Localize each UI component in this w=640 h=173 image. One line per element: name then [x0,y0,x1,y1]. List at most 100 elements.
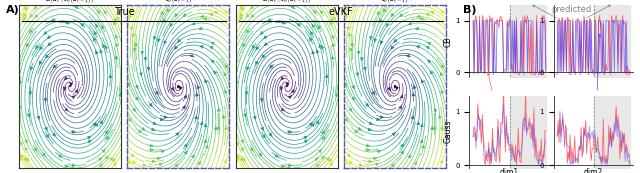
FancyArrowPatch shape [401,151,403,154]
FancyArrowPatch shape [184,144,187,147]
FancyArrowPatch shape [30,14,33,17]
FancyArrowPatch shape [322,136,325,139]
FancyArrowPatch shape [352,97,355,100]
FancyArrowPatch shape [392,164,395,167]
FancyArrowPatch shape [159,163,163,166]
FancyArrowPatch shape [153,122,156,125]
FancyArrowPatch shape [218,108,220,111]
FancyArrowPatch shape [240,13,243,17]
FancyArrowPatch shape [332,35,335,38]
FancyArrowPatch shape [288,96,291,99]
FancyArrowPatch shape [391,46,394,49]
FancyArrowPatch shape [36,45,38,49]
FancyArrowPatch shape [152,160,156,163]
FancyArrowPatch shape [399,14,403,17]
FancyArrowPatch shape [102,149,105,152]
FancyArrowPatch shape [312,51,314,54]
FancyArrowPatch shape [200,122,203,125]
FancyArrowPatch shape [413,86,416,89]
FancyArrowPatch shape [150,149,153,151]
FancyArrowPatch shape [246,30,249,33]
FancyArrowPatch shape [236,155,239,158]
FancyArrowPatch shape [39,61,42,64]
FancyArrowPatch shape [260,31,264,34]
FancyArrowPatch shape [349,108,352,111]
FancyArrowPatch shape [72,96,75,99]
FancyArrowPatch shape [348,34,351,37]
FancyArrowPatch shape [378,12,380,15]
FancyArrowPatch shape [344,161,348,163]
FancyArrowPatch shape [426,13,429,16]
FancyArrowPatch shape [414,162,417,165]
FancyArrowPatch shape [329,159,332,162]
FancyArrowPatch shape [76,89,78,93]
FancyArrowPatch shape [30,67,33,70]
FancyArrowPatch shape [191,155,194,158]
FancyArrowPatch shape [19,142,22,145]
FancyArrowPatch shape [195,116,198,119]
FancyArrowPatch shape [253,116,256,119]
FancyArrowPatch shape [170,24,173,27]
FancyArrowPatch shape [235,81,238,84]
FancyArrowPatch shape [224,73,227,76]
FancyArrowPatch shape [365,103,369,106]
FancyArrowPatch shape [59,154,62,157]
FancyArrowPatch shape [269,133,272,136]
FancyArrowPatch shape [46,135,49,138]
FancyArrowPatch shape [200,45,203,48]
FancyArrowPatch shape [182,106,185,109]
FancyArrowPatch shape [241,148,243,151]
FancyArrowPatch shape [309,123,312,126]
Text: True: True [114,7,134,17]
FancyArrowPatch shape [241,140,244,143]
FancyArrowPatch shape [204,17,207,20]
FancyArrowPatch shape [113,163,116,166]
FancyArrowPatch shape [65,108,68,111]
FancyArrowPatch shape [311,123,314,126]
FancyArrowPatch shape [264,36,267,39]
FancyArrowPatch shape [357,51,360,54]
FancyArrowPatch shape [100,164,102,167]
FancyArrowPatch shape [305,140,307,143]
FancyArrowPatch shape [380,19,382,22]
FancyArrowPatch shape [115,43,118,47]
Text: B): B) [463,5,477,15]
FancyArrowPatch shape [417,15,420,18]
FancyArrowPatch shape [75,6,78,9]
FancyArrowPatch shape [281,108,284,111]
FancyArrowPatch shape [88,140,91,143]
FancyArrowPatch shape [334,11,337,14]
FancyArrowPatch shape [346,15,348,18]
FancyArrowPatch shape [383,9,386,12]
FancyArrowPatch shape [282,165,285,167]
FancyArrowPatch shape [95,24,99,28]
FancyArrowPatch shape [197,86,200,89]
FancyArrowPatch shape [105,46,108,49]
FancyArrowPatch shape [100,121,102,124]
FancyArrowPatch shape [26,158,29,161]
FancyArrowPatch shape [24,13,26,17]
FancyArrowPatch shape [344,83,346,86]
FancyArrowPatch shape [130,8,132,11]
FancyArrowPatch shape [205,145,208,148]
FancyArrowPatch shape [364,67,366,70]
FancyArrowPatch shape [35,15,38,17]
FancyArrowPatch shape [29,92,31,95]
FancyArrowPatch shape [243,158,245,161]
FancyArrowPatch shape [217,126,220,129]
FancyArrowPatch shape [374,39,376,42]
FancyArrowPatch shape [252,45,255,49]
FancyArrowPatch shape [250,148,253,151]
FancyArrowPatch shape [156,92,158,95]
FancyArrowPatch shape [127,83,130,86]
FancyArrowPatch shape [102,44,105,48]
Title: $\mathbf{f}_\theta(\mathbf{z}_{t-1})$: $\mathbf{f}_\theta(\mathbf{z}_{t-1})$ [164,0,192,5]
FancyArrowPatch shape [211,42,214,45]
FancyArrowPatch shape [129,15,132,18]
FancyArrowPatch shape [314,11,316,13]
FancyArrowPatch shape [175,46,177,49]
FancyArrowPatch shape [172,87,174,90]
FancyArrowPatch shape [42,153,45,156]
FancyArrowPatch shape [246,14,249,17]
FancyArrowPatch shape [26,7,28,11]
